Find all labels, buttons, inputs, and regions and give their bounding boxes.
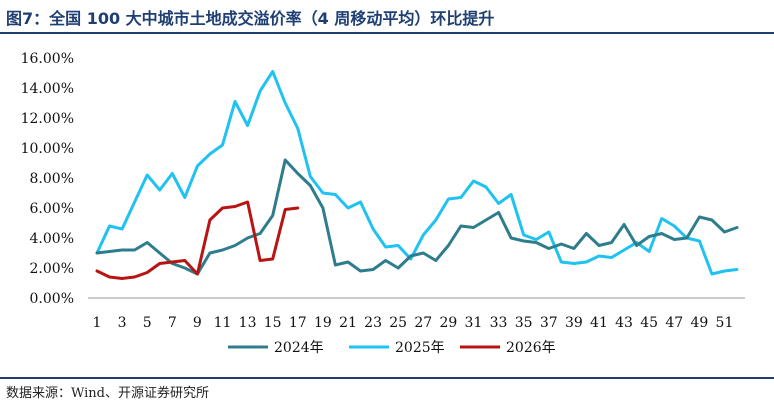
x-tick-label: 29 <box>439 315 457 331</box>
x-tick-label: 9 <box>193 315 202 331</box>
x-tick-label: 27 <box>414 315 432 331</box>
x-tick-label: 17 <box>289 315 307 331</box>
x-tick-label: 5 <box>143 315 152 331</box>
x-tick-label: 49 <box>690 315 708 331</box>
x-tick-label: 19 <box>314 315 332 331</box>
x-tick-label: 31 <box>465 315 483 331</box>
x-tick-label: 33 <box>490 315 508 331</box>
x-tick-label: 51 <box>716 315 734 331</box>
series-line-2026年 <box>95 200 300 280</box>
x-tick-label: 47 <box>665 315 683 331</box>
y-tick-label: 4.00% <box>30 231 74 247</box>
x-tick-label: 43 <box>615 315 633 331</box>
y-tick-label: 16.00% <box>21 51 74 67</box>
x-tick-label: 11 <box>214 315 232 331</box>
y-tick-label: 12.00% <box>21 111 74 127</box>
x-tick-label: 13 <box>239 315 257 331</box>
x-tick-label: 25 <box>389 315 407 331</box>
x-tick-label: 37 <box>540 315 558 331</box>
x-tick-label: 7 <box>168 315 177 331</box>
line-chart: 0.00% 2.00% 4.00% 6.00% 8.00% 10.00% 12.00% 14.… <box>21 51 745 356</box>
source-note: 数据来源：Wind、开源证券研究所 <box>6 386 209 401</box>
legend-label: 2026年 <box>506 340 556 356</box>
series-line-2025年 <box>95 70 739 276</box>
x-tick-label: 1 <box>93 315 102 331</box>
x-tick-label: 35 <box>515 315 533 331</box>
x-tick-label: 15 <box>264 315 282 331</box>
y-tick-label: 10.00% <box>21 141 74 157</box>
x-tick-label: 3 <box>118 315 127 331</box>
chart-title: 图7：全国 100 大中城市土地成交溢价率（4 周移动平均）环比提升 <box>6 9 495 28</box>
legend-label: 2024年 <box>274 340 324 356</box>
y-tick-label: 2.00% <box>30 261 74 277</box>
y-tick-label: 8.00% <box>30 171 74 187</box>
x-tick-label: 21 <box>339 315 357 331</box>
y-tick-label: 0.00% <box>30 291 74 307</box>
x-tick-label: 23 <box>364 315 382 331</box>
legend-label: 2025年 <box>395 340 445 356</box>
x-tick-label: 41 <box>590 315 608 331</box>
x-tick-label: 39 <box>565 315 583 331</box>
x-tick-label: 45 <box>640 315 658 331</box>
footer-rule <box>0 377 774 379</box>
series-line-2024年 <box>95 158 739 276</box>
title-rule <box>0 32 774 34</box>
y-tick-label: 6.00% <box>30 201 74 217</box>
y-tick-label: 14.00% <box>21 81 74 97</box>
